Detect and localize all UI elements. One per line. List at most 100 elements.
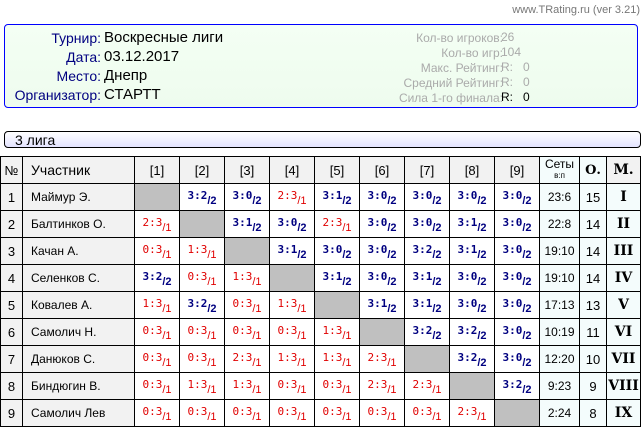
sets-score: 22:8: [539, 210, 580, 238]
self-cell: [224, 237, 270, 265]
site-version: www.TRating.ru (ver 3.21): [512, 4, 640, 16]
result-cell: 3:0/2: [224, 183, 270, 211]
result-cell: 3:0/2: [449, 264, 495, 292]
stat-value: R: 0: [501, 60, 530, 74]
match-points: /2: [432, 275, 442, 288]
result-cell: 0:3/1: [179, 318, 225, 346]
stat-value: R: 0: [501, 90, 530, 104]
header-col: [3]: [224, 156, 270, 184]
match-points: /1: [207, 275, 217, 288]
league-title: 3 лига: [4, 131, 641, 148]
info-label: Дата:: [66, 49, 101, 65]
stat-value: 26: [501, 30, 515, 44]
match-points: /1: [162, 410, 172, 423]
match-score: 3:0: [502, 350, 523, 364]
info-label: Организатор:: [14, 87, 101, 103]
result-cell: 3:2/2: [179, 291, 225, 319]
match-score: 0:3: [232, 404, 253, 418]
player-name: Селенков С.: [22, 264, 135, 292]
match-score: 1:3: [232, 377, 253, 391]
sets-label: Сеты: [544, 157, 575, 171]
sets-score: 17:13: [539, 291, 580, 319]
match-score: 3:2: [457, 350, 478, 364]
place: II: [606, 210, 641, 238]
match-points: /2: [522, 248, 532, 261]
row-number: 1: [0, 183, 23, 211]
stat-label: Сила 1-го финала:: [398, 91, 503, 105]
result-cell: 3:0/2: [494, 318, 540, 346]
player-name: Самолич Н.: [22, 318, 135, 346]
match-points: /1: [252, 356, 262, 369]
info-value: СТАРТТ: [104, 86, 161, 103]
result-cell: 3:0/2: [494, 237, 540, 265]
match-points: /1: [162, 248, 172, 261]
header-name: Участник: [22, 156, 135, 184]
place: VII: [606, 345, 641, 373]
match-points: /2: [162, 275, 172, 288]
match-points: /2: [477, 248, 487, 261]
sets-score: 19:10: [539, 264, 580, 292]
result-cell: 3:2/2: [404, 237, 450, 265]
match-score: 3:0: [232, 188, 253, 202]
player-name: Ковалев А.: [22, 291, 135, 319]
results-table: № Участник [1] [2] [3] [4] [5] [6] [7] [8] [9] Се…: [0, 156, 641, 427]
self-cell: [314, 291, 360, 319]
match-points: /2: [387, 275, 397, 288]
match-points: /1: [297, 383, 307, 396]
match-score: 2:3: [322, 215, 343, 229]
match-points: /2: [387, 221, 397, 234]
self-cell: [179, 210, 225, 238]
match-score: 3:2: [412, 323, 433, 337]
player-name: Качан А.: [22, 237, 135, 265]
row-number: 8: [0, 372, 23, 400]
match-score: 0:3: [277, 404, 298, 418]
result-cell: 2:3/1: [224, 345, 270, 373]
self-cell: [134, 183, 180, 211]
header-place: М.: [606, 156, 641, 184]
points: 10: [579, 345, 607, 373]
result-cell: 3:0/2: [494, 210, 540, 238]
result-cell: 0:3/1: [269, 399, 315, 427]
row-number: 5: [0, 291, 23, 319]
match-points: /1: [207, 356, 217, 369]
match-score: 2:3: [412, 377, 433, 391]
result-cell: 3:0/2: [494, 183, 540, 211]
match-score: 3:2: [412, 242, 433, 256]
header-col: [1]: [134, 156, 180, 184]
match-points: /1: [387, 356, 397, 369]
match-score: 0:3: [142, 350, 163, 364]
stat-value: 104: [501, 45, 522, 59]
match-points: /1: [252, 275, 262, 288]
match-points: /1: [432, 410, 442, 423]
info-value: Днепр: [104, 67, 148, 84]
header-col: [4]: [269, 156, 315, 184]
match-score: 0:3: [187, 269, 208, 283]
match-points: /2: [477, 221, 487, 234]
match-score: 2:3: [232, 350, 253, 364]
match-points: /2: [297, 248, 307, 261]
match-points: /1: [252, 410, 262, 423]
match-points: /1: [477, 410, 487, 423]
result-cell: 3:2/2: [449, 318, 495, 346]
match-score: 0:3: [277, 377, 298, 391]
result-cell: 0:3/1: [179, 399, 225, 427]
match-score: 3:0: [502, 188, 523, 202]
match-score: 0:3: [142, 242, 163, 256]
place: VI: [606, 318, 641, 346]
match-points: /2: [432, 302, 442, 315]
match-score: 0:3: [232, 323, 253, 337]
result-cell: 3:0/2: [359, 237, 405, 265]
player-name: Балтинков О.: [22, 210, 135, 238]
player-name: Биндюгин В.: [22, 372, 135, 400]
match-score: 3:1: [457, 242, 478, 256]
match-points: /2: [387, 194, 397, 207]
place: IV: [606, 264, 641, 292]
match-points: /1: [387, 383, 397, 396]
result-cell: 3:2/2: [179, 183, 225, 211]
match-score: 0:3: [277, 323, 298, 337]
stat-value: R: 0: [501, 75, 530, 89]
match-points: /1: [207, 329, 217, 342]
result-cell: 0:3/1: [134, 318, 180, 346]
match-points: /1: [162, 329, 172, 342]
result-cell: 3:2/2: [449, 345, 495, 373]
